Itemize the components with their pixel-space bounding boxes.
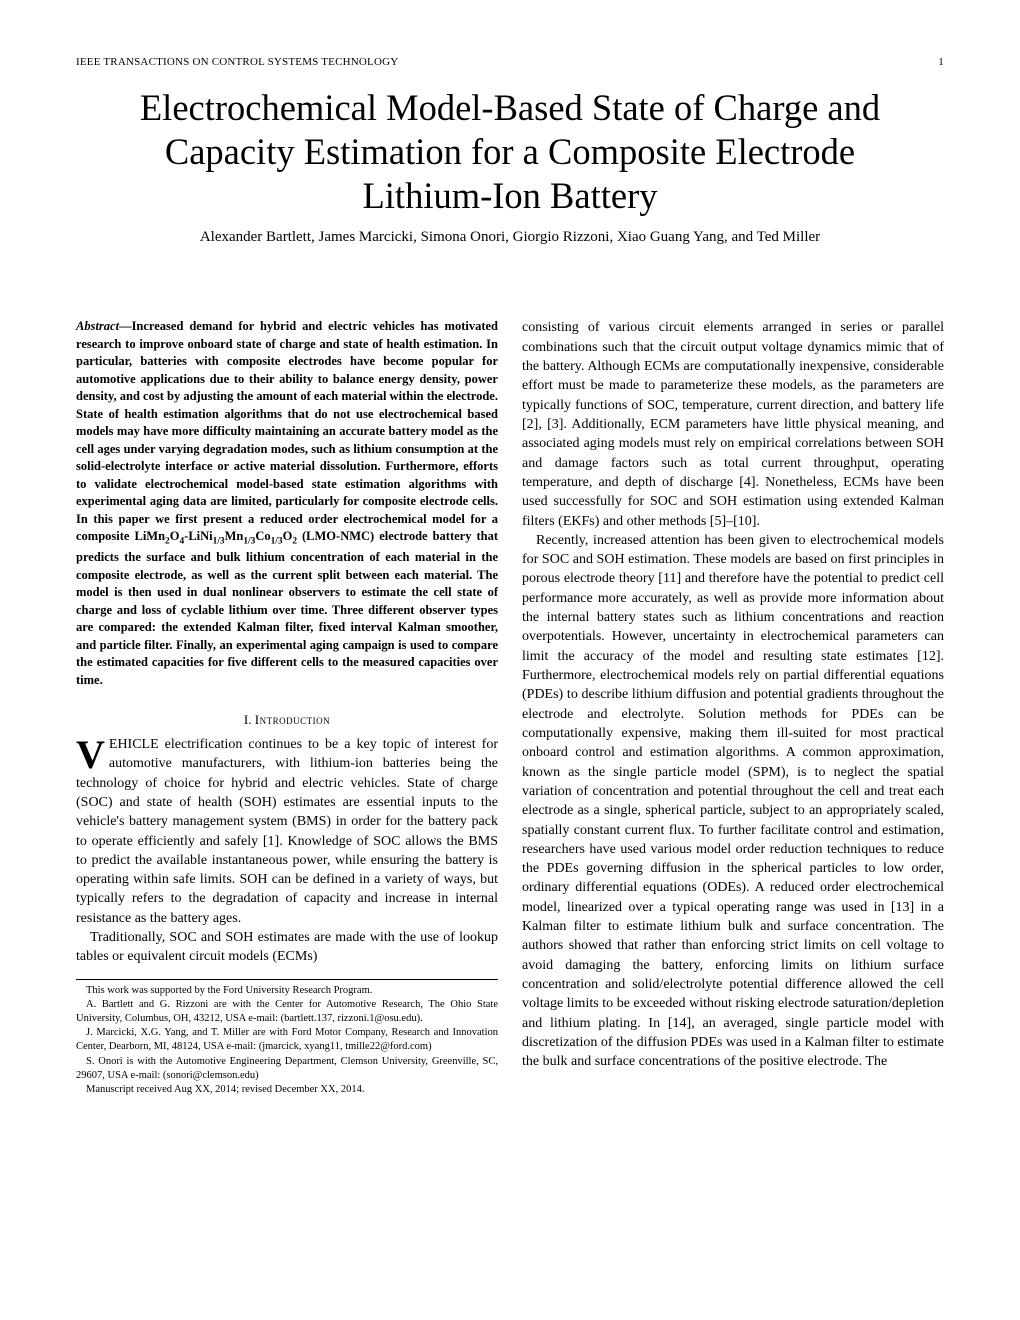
title-line-2: Capacity Estimation for a Composite Elec… bbox=[165, 131, 855, 172]
intro-first-rest: EHICLE electrification continues to be a… bbox=[76, 737, 498, 926]
paper-title: Electrochemical Model-Based State of Cha… bbox=[76, 86, 944, 217]
footnote-3: J. Marcicki, X.G. Yang, and T. Miller ar… bbox=[76, 1026, 498, 1054]
footnote-2: A. Bartlett and G. Rizzoni are with the … bbox=[76, 998, 498, 1026]
section-number: I. bbox=[244, 712, 252, 727]
abstract-formula: LiMn2O4-LiNi1/3Mn1/3Co1/3O2 (LMO-NMC) bbox=[134, 529, 374, 543]
title-line-3: Lithium-Ion Battery bbox=[363, 175, 658, 216]
abstract-text-1: —Increased demand for hybrid and electri… bbox=[76, 319, 498, 543]
journal-name: IEEE TRANSACTIONS ON CONTROL SYSTEMS TEC… bbox=[76, 56, 398, 68]
footnotes-block: This work was supported by the Ford Univ… bbox=[76, 979, 498, 1097]
body-paragraph-2: Recently, increased attention has been g… bbox=[522, 531, 944, 1072]
intro-paragraph-2: Traditionally, SOC and SOH estimates are… bbox=[76, 928, 498, 967]
abstract-text-2: electrode battery that predicts the surf… bbox=[76, 529, 498, 686]
authors-line: Alexander Bartlett, James Marcicki, Simo… bbox=[76, 229, 944, 246]
running-header: IEEE TRANSACTIONS ON CONTROL SYSTEMS TEC… bbox=[76, 56, 944, 68]
footnote-5: Manuscript received Aug XX, 2014; revise… bbox=[76, 1083, 498, 1097]
footnote-4: S. Onori is with the Automotive Engineer… bbox=[76, 1055, 498, 1083]
footnote-1: This work was supported by the Ford Univ… bbox=[76, 984, 498, 998]
section-title: Introduction bbox=[255, 712, 330, 727]
abstract-label: Abstract bbox=[76, 319, 119, 333]
two-column-body: Abstract—Increased demand for hybrid and… bbox=[76, 318, 944, 1097]
left-column: Abstract—Increased demand for hybrid and… bbox=[76, 318, 498, 1097]
title-line-1: Electrochemical Model-Based State of Cha… bbox=[140, 87, 880, 128]
body-paragraph-1: consisting of various circuit elements a… bbox=[522, 318, 944, 530]
section-heading: I. Introduction bbox=[76, 711, 498, 729]
page: IEEE TRANSACTIONS ON CONTROL SYSTEMS TEC… bbox=[0, 0, 1020, 1147]
intro-paragraph-1: VEHICLE electrification continues to be … bbox=[76, 735, 498, 928]
page-number: 1 bbox=[938, 56, 944, 68]
abstract-block: Abstract—Increased demand for hybrid and… bbox=[76, 318, 498, 689]
right-column: consisting of various circuit elements a… bbox=[522, 318, 944, 1097]
dropcap: V bbox=[76, 735, 109, 771]
